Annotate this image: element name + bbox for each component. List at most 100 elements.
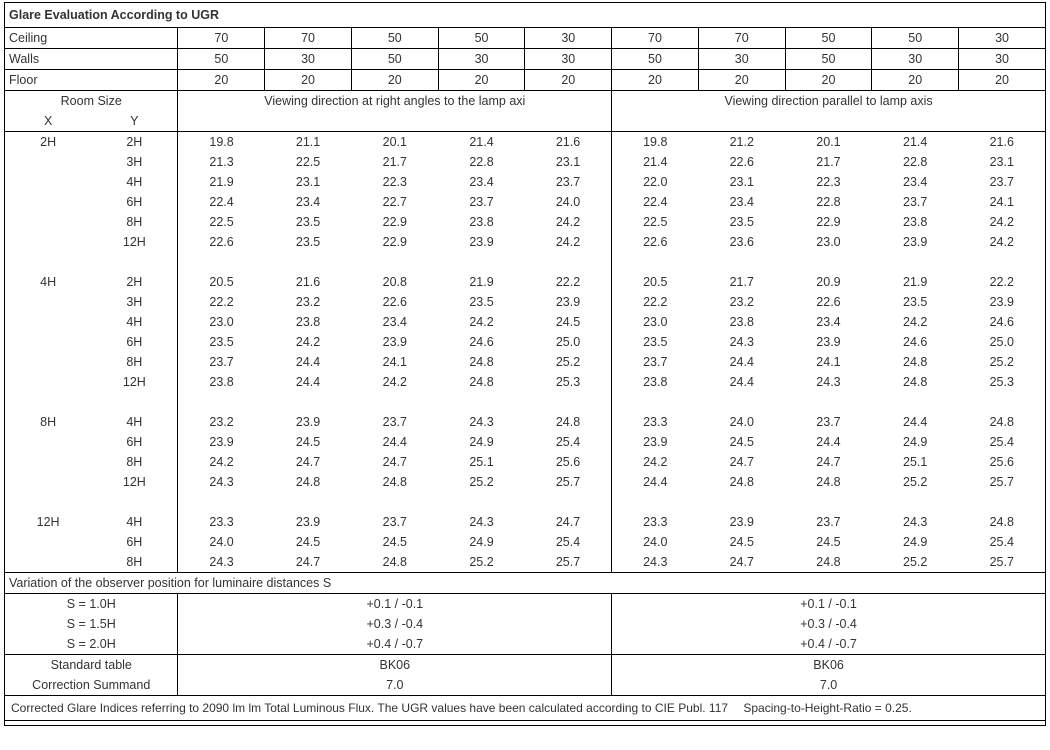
walls-val: 30: [265, 49, 352, 70]
ugr-value: 24.4: [351, 432, 438, 452]
variation-title: Variation of the observer position for l…: [5, 573, 1046, 594]
ugr-value: 23.4: [438, 172, 525, 192]
room-y: 12H: [91, 472, 178, 492]
ugr-value: 25.0: [959, 332, 1046, 352]
ugr-value: 23.5: [265, 232, 352, 252]
s-val-b: +0.1 / -0.1: [612, 594, 1046, 615]
ugr-value: 25.1: [872, 452, 959, 472]
room-y: 2H: [91, 132, 178, 153]
room-x: [5, 212, 92, 232]
std-table-label: Standard table: [5, 655, 178, 676]
ugr-value: 25.7: [959, 472, 1046, 492]
floor-val: 20: [872, 70, 959, 91]
ugr-value: 24.8: [959, 412, 1046, 432]
ugr-value: 24.7: [351, 452, 438, 472]
ugr-value: 23.9: [178, 432, 265, 452]
ugr-value: 24.8: [351, 472, 438, 492]
ugr-value: 23.0: [785, 232, 872, 252]
ugr-value: 24.6: [959, 312, 1046, 332]
ugr-value: 19.8: [612, 132, 699, 153]
ugr-value: 24.3: [612, 552, 699, 573]
ugr-value: 24.2: [525, 232, 612, 252]
std-table-a: BK06: [178, 655, 612, 676]
floor-val: 20: [959, 70, 1046, 91]
ugr-value: 20.1: [351, 132, 438, 153]
ugr-value: 22.9: [351, 212, 438, 232]
ugr-value: 21.1: [265, 132, 352, 153]
ugr-value: 23.5: [872, 292, 959, 312]
glare-table-wrap: Glare Evaluation According to UGRCeiling…: [0, 0, 1050, 750]
ugr-value: 24.5: [698, 532, 785, 552]
floor-label: Floor: [5, 70, 178, 91]
walls-label: Walls: [5, 49, 178, 70]
ugr-value: 21.3: [178, 152, 265, 172]
ceiling-val: 70: [698, 28, 785, 49]
ugr-value: 23.4: [785, 312, 872, 332]
room-y: 2H: [91, 272, 178, 292]
ugr-value: 24.2: [351, 372, 438, 392]
bottom-pad: [5, 721, 1046, 726]
floor-val: 20: [178, 70, 265, 91]
ugr-value: 25.2: [872, 472, 959, 492]
ugr-value: 24.8: [785, 472, 872, 492]
ugr-value: 24.8: [872, 352, 959, 372]
ugr-value: 23.4: [265, 192, 352, 212]
ugr-value: 22.6: [698, 152, 785, 172]
floor-val: 20: [698, 70, 785, 91]
ugr-value: 25.3: [959, 372, 1046, 392]
room-x: [5, 472, 92, 492]
corr-summand-b: 7.0: [612, 675, 1046, 696]
ugr-value: 23.7: [612, 352, 699, 372]
corr-summand-a: 7.0: [178, 675, 612, 696]
ugr-value: 25.6: [525, 452, 612, 472]
ugr-value: 24.8: [785, 552, 872, 573]
ugr-value: 24.8: [959, 512, 1046, 532]
ugr-value: 23.9: [612, 432, 699, 452]
room-y: 8H: [91, 452, 178, 472]
floor-val: 20: [438, 70, 525, 91]
ugr-value: 24.9: [872, 532, 959, 552]
ceiling-label: Ceiling: [5, 28, 178, 49]
ugr-value: 23.4: [872, 172, 959, 192]
ugr-value: 23.7: [178, 352, 265, 372]
room-y: 3H: [91, 292, 178, 312]
ugr-value: 24.8: [265, 472, 352, 492]
ugr-value: 22.5: [265, 152, 352, 172]
ugr-value: 22.3: [351, 172, 438, 192]
walls-val: 30: [525, 49, 612, 70]
ugr-value: 21.6: [265, 272, 352, 292]
ugr-value: 24.5: [265, 432, 352, 452]
ugr-value: 24.2: [959, 212, 1046, 232]
ugr-value: 23.8: [178, 372, 265, 392]
ugr-value: 22.8: [872, 152, 959, 172]
ceiling-val: 50: [872, 28, 959, 49]
ugr-value: 23.7: [351, 512, 438, 532]
ugr-value: 24.2: [525, 212, 612, 232]
ugr-value: 22.0: [612, 172, 699, 192]
corr-summand-label: Correction Summand: [5, 675, 178, 696]
ugr-value: 23.7: [959, 172, 1046, 192]
room-x: [5, 372, 92, 392]
ugr-value: 23.9: [265, 512, 352, 532]
ugr-value: 20.5: [178, 272, 265, 292]
ceiling-val: 50: [438, 28, 525, 49]
ugr-value: 20.9: [785, 272, 872, 292]
ugr-value: 23.8: [872, 212, 959, 232]
x-label: X: [5, 111, 92, 132]
room-x: 2H: [5, 132, 92, 153]
page-title: Glare Evaluation According to UGR: [5, 3, 1046, 28]
ugr-value: 24.4: [872, 412, 959, 432]
ugr-value: 23.9: [438, 232, 525, 252]
ugr-value: 23.9: [872, 232, 959, 252]
ugr-value: 25.4: [525, 432, 612, 452]
room-x: [5, 432, 92, 452]
ugr-value: 23.9: [265, 412, 352, 432]
ugr-value: 22.6: [785, 292, 872, 312]
ugr-value: 23.1: [265, 172, 352, 192]
ugr-value: 21.4: [872, 132, 959, 153]
room-y: 6H: [91, 532, 178, 552]
walls-val: 30: [438, 49, 525, 70]
ugr-value: 23.2: [265, 292, 352, 312]
ugr-value: 23.9: [698, 512, 785, 532]
ugr-value: 24.0: [698, 412, 785, 432]
